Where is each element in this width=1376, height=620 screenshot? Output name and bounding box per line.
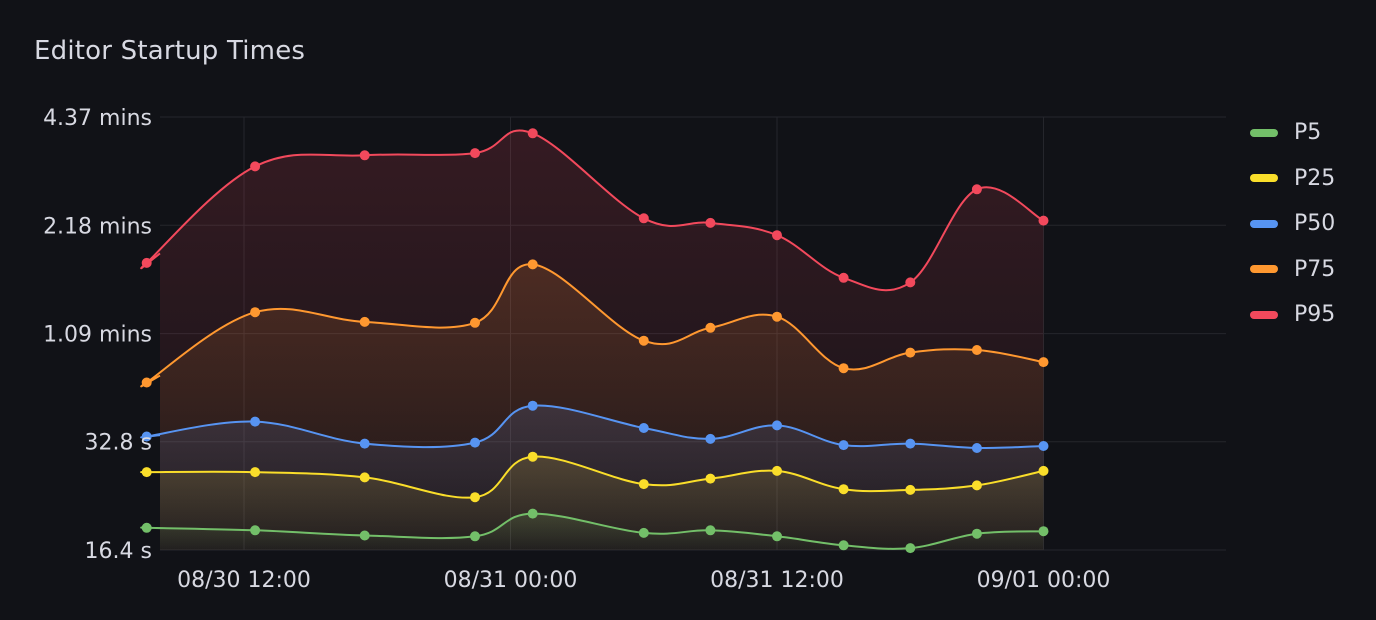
data-point-p75[interactable] (1038, 357, 1049, 368)
legend-label: P75 (1294, 256, 1336, 282)
y-tick-label: 32.8 s (85, 431, 152, 456)
data-point-p75[interactable] (772, 311, 782, 322)
data-point-p25[interactable] (470, 492, 480, 503)
data-point-p25[interactable] (705, 473, 716, 484)
data-point-p25[interactable] (971, 480, 982, 491)
x-tick-label: 08/31 12:00 (710, 568, 844, 593)
legend-label: P5 (1294, 120, 1322, 146)
data-point-p75[interactable] (971, 345, 982, 355)
legend-label: P50 (1294, 211, 1336, 237)
data-point-p25[interactable] (1038, 465, 1049, 476)
x-tick-label: 09/01 00:00 (977, 568, 1111, 593)
data-point-p75[interactable] (141, 377, 152, 388)
legend-item-p25[interactable]: P25 (1250, 156, 1335, 202)
legend-swatch (1250, 219, 1278, 228)
data-point-p75[interactable] (250, 307, 261, 318)
legend-swatch (1250, 310, 1278, 319)
y-tick-label: 2.18 mins (43, 214, 152, 239)
data-point-p95[interactable] (359, 150, 370, 161)
data-point-p95[interactable] (838, 272, 849, 283)
data-point-p5[interactable] (905, 543, 916, 554)
y-tick-label: 1.09 mins (43, 323, 152, 348)
data-point-p95[interactable] (971, 184, 982, 195)
data-point-p50[interactable] (838, 440, 849, 451)
data-point-p5[interactable] (141, 522, 152, 533)
data-point-p95[interactable] (141, 257, 152, 268)
data-point-p5[interactable] (250, 525, 261, 536)
data-point-p95[interactable] (1038, 215, 1049, 226)
data-point-p5[interactable] (1038, 526, 1049, 537)
legend-swatch (1250, 174, 1278, 183)
data-point-p75[interactable] (470, 317, 480, 328)
data-point-p25[interactable] (638, 479, 649, 490)
x-tick-label: 08/31 00:00 (444, 568, 578, 593)
legend-item-p5[interactable]: P5 (1250, 110, 1335, 156)
data-point-p50[interactable] (705, 433, 716, 444)
legend-swatch (1250, 265, 1278, 274)
data-point-p75[interactable] (705, 322, 716, 333)
data-point-p75[interactable] (359, 316, 370, 327)
legend-item-p95[interactable]: P95 (1250, 292, 1335, 338)
x-axis: 08/30 12:00 08/31 00:00 08/31 12:00 09/01 0… (177, 568, 1110, 593)
data-point-p5[interactable] (705, 525, 716, 536)
data-point-p75[interactable] (527, 259, 538, 270)
legend-item-p50[interactable]: P50 (1250, 201, 1335, 247)
data-point-p5[interactable] (638, 527, 649, 538)
data-point-p25[interactable] (359, 472, 370, 483)
data-point-p75[interactable] (905, 347, 916, 358)
point-layer (141, 128, 1049, 554)
data-point-p25[interactable] (772, 465, 782, 476)
y-tick-label: 16.4 s (85, 539, 152, 564)
data-point-p95[interactable] (638, 213, 649, 224)
data-point-p50[interactable] (359, 438, 370, 449)
data-point-p50[interactable] (772, 420, 782, 431)
data-point-p50[interactable] (527, 400, 538, 411)
data-point-p5[interactable] (838, 540, 849, 551)
data-point-p95[interactable] (250, 161, 261, 172)
data-point-p25[interactable] (527, 451, 538, 462)
data-point-p50[interactable] (1038, 441, 1049, 451)
data-point-p50[interactable] (638, 423, 649, 433)
legend-item-p75[interactable]: P75 (1250, 247, 1335, 293)
data-point-p75[interactable] (638, 335, 649, 346)
data-point-p25[interactable] (838, 484, 849, 495)
data-point-p95[interactable] (527, 128, 538, 139)
data-point-p25[interactable] (141, 467, 152, 478)
legend-swatch (1250, 128, 1278, 137)
data-point-p95[interactable] (772, 230, 782, 241)
data-point-p25[interactable] (905, 484, 916, 495)
data-point-p95[interactable] (470, 148, 480, 159)
data-point-p50[interactable] (250, 416, 261, 427)
data-point-p75[interactable] (838, 363, 849, 374)
data-point-p5[interactable] (971, 528, 982, 539)
data-point-p5[interactable] (527, 508, 538, 519)
data-point-p5[interactable] (359, 530, 370, 541)
data-point-p5[interactable] (772, 531, 782, 542)
data-point-p50[interactable] (470, 437, 480, 448)
y-axis: 16.4 s 32.8 s 1.09 mins 2.18 mins 4.37 mins (43, 106, 152, 564)
legend-label: P25 (1294, 165, 1336, 191)
legend-label: P95 (1294, 302, 1336, 328)
data-point-p5[interactable] (470, 531, 480, 542)
y-tick-label: 4.37 mins (43, 106, 152, 131)
data-point-p95[interactable] (905, 277, 916, 288)
x-tick-label: 08/30 12:00 (177, 568, 311, 593)
data-point-p50[interactable] (905, 438, 916, 449)
data-point-p50[interactable] (971, 443, 982, 453)
legend: P5 P25 P50 P75 P95 (1250, 110, 1335, 338)
data-point-p25[interactable] (250, 467, 261, 478)
panel-title: Editor Startup Times (34, 36, 306, 66)
data-point-p95[interactable] (705, 217, 716, 228)
data-point-p50[interactable] (141, 431, 152, 442)
